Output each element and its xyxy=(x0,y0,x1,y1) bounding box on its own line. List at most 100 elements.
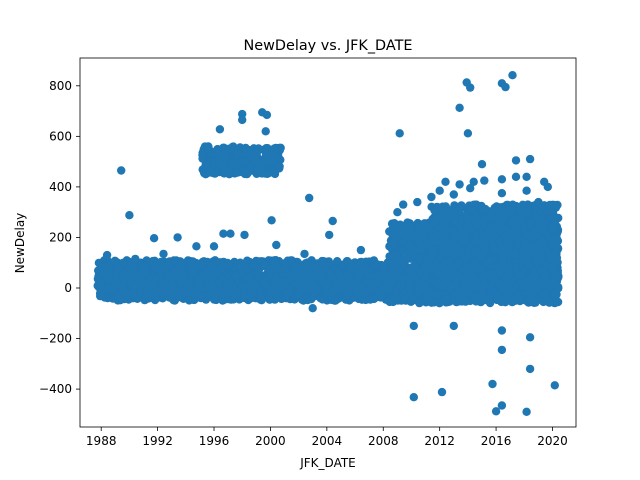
scatter-point xyxy=(356,267,366,276)
scatter-point xyxy=(206,168,216,177)
scatter-point xyxy=(254,144,263,153)
scatter-point xyxy=(244,273,253,282)
scatter-points xyxy=(93,71,563,416)
scatter-point xyxy=(388,223,398,232)
scatter-point xyxy=(249,153,258,162)
scatter-point xyxy=(262,149,271,159)
scatter-point xyxy=(399,239,408,249)
scatter-point xyxy=(303,258,312,267)
scatter-point xyxy=(551,290,560,299)
scatter-point xyxy=(201,161,210,170)
scatter-point xyxy=(159,281,168,290)
scatter-point xyxy=(336,275,346,284)
scatter-point xyxy=(112,292,122,302)
scatter-point xyxy=(233,150,242,159)
scatter-point xyxy=(220,169,229,178)
scatter-point xyxy=(164,259,173,269)
scatter-point xyxy=(385,297,394,307)
scatter-point xyxy=(279,281,289,291)
scatter-point xyxy=(415,298,424,308)
scatter-point xyxy=(229,160,239,169)
scatter-point xyxy=(373,278,382,288)
scatter-point xyxy=(345,274,354,284)
scatter-point xyxy=(96,291,105,301)
scatter-point xyxy=(129,280,138,289)
scatter-point xyxy=(343,291,352,300)
scatter-point xyxy=(231,271,241,281)
scatter-point xyxy=(208,259,217,268)
scatter-point xyxy=(294,290,303,299)
scatter-point xyxy=(502,292,512,301)
scatter-point xyxy=(211,268,220,278)
scatter-point xyxy=(356,258,365,267)
scatter-point xyxy=(173,265,183,275)
scatter-point xyxy=(285,275,295,284)
scatter-point xyxy=(186,287,195,297)
scatter-point xyxy=(338,285,347,295)
scatter-point xyxy=(390,266,399,275)
scatter-point xyxy=(241,166,251,175)
scatter-point xyxy=(330,286,339,295)
scatter-point xyxy=(367,278,376,288)
scatter-point xyxy=(398,247,407,256)
scatter-point xyxy=(156,257,166,267)
scatter-point xyxy=(393,272,402,281)
scatter-point xyxy=(409,292,418,302)
scatter-point xyxy=(239,292,249,301)
scatter-point xyxy=(195,283,204,292)
scatter-point xyxy=(238,284,247,293)
scatter-point xyxy=(96,279,105,289)
scatter-point xyxy=(241,143,250,153)
scatter-point xyxy=(475,293,485,302)
scatter-point xyxy=(274,163,284,172)
scatter-point xyxy=(241,263,250,273)
scatter-point xyxy=(215,258,225,267)
scatter-point xyxy=(314,272,323,281)
scatter-point xyxy=(297,275,306,285)
scatter-point xyxy=(262,280,271,290)
scatter-point xyxy=(455,297,464,306)
scatter-point xyxy=(398,230,408,239)
scatter-point xyxy=(280,264,289,274)
scatter-point xyxy=(405,274,414,284)
scatter-point xyxy=(104,274,113,284)
scatter-point xyxy=(165,293,174,302)
scatter-point xyxy=(176,278,186,287)
scatter-point xyxy=(373,260,382,269)
scatter-point xyxy=(260,261,269,270)
scatter-point xyxy=(344,259,353,268)
scatter-point xyxy=(387,258,396,268)
scatter-point xyxy=(310,288,319,297)
scatter-point xyxy=(335,268,344,277)
scatter-point xyxy=(104,265,114,275)
scatter-point xyxy=(188,265,197,274)
scatter-point xyxy=(282,289,291,298)
scatter-point xyxy=(136,273,145,282)
scatter-point xyxy=(117,283,127,292)
scatter-point xyxy=(266,264,275,274)
scatter-point xyxy=(442,294,451,304)
scatter-point xyxy=(406,220,415,230)
scatter-point xyxy=(175,292,185,302)
scatter-point xyxy=(453,288,462,298)
scatter-point xyxy=(405,233,414,242)
scatter-point xyxy=(352,287,361,296)
scatter-point xyxy=(309,281,318,290)
scatter-point xyxy=(258,169,267,178)
scatter-point xyxy=(187,258,196,268)
scatter-point xyxy=(270,144,279,153)
scatter-point xyxy=(271,290,281,299)
scatter-point xyxy=(247,289,257,299)
scatter-point xyxy=(545,298,554,307)
scatter-point xyxy=(396,220,405,229)
scatter-point xyxy=(326,269,335,279)
scatter-point xyxy=(127,267,136,277)
scatter-point xyxy=(427,298,436,307)
scatter-point xyxy=(387,238,396,247)
scatter-point xyxy=(270,257,280,266)
scatter-point xyxy=(333,257,342,266)
scatter-point xyxy=(209,293,218,303)
scatter-point xyxy=(539,289,548,298)
scatter-point xyxy=(120,290,129,299)
scatter-point xyxy=(315,265,324,274)
